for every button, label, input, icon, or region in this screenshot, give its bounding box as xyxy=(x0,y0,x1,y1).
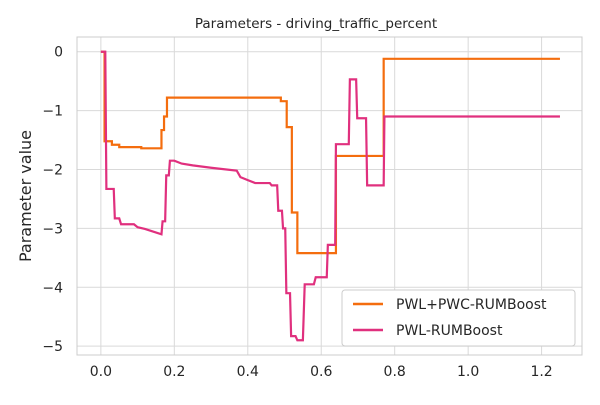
series-layer xyxy=(100,50,560,342)
series-line-pwl-rumboost xyxy=(100,50,560,342)
series-line-pwl-pwc-rumboost xyxy=(100,50,560,255)
legend-box xyxy=(341,289,576,347)
plot-area-frame xyxy=(76,36,583,356)
y-tick-label: 0 xyxy=(54,45,63,61)
x-tick-label: 0.0 xyxy=(90,364,112,380)
x-tick-label: 1.0 xyxy=(457,364,479,380)
x-tick-label: 1.2 xyxy=(530,364,552,380)
chart-title: Parameters - driving_traffic_percent xyxy=(195,16,437,32)
x-tick-label: 0.4 xyxy=(237,364,259,380)
y-tick-label: −4 xyxy=(42,280,63,296)
y-tick-label: −3 xyxy=(42,221,63,237)
legend: PWL+PWC-RUMBoost PWL-RUMBoost xyxy=(341,289,576,347)
x-tick-label: 0.2 xyxy=(163,364,185,380)
x-tick-label: 0.6 xyxy=(310,364,332,380)
legend-label-pwl-rumboost: PWL-RUMBoost xyxy=(396,323,503,339)
x-tick-label: 0.8 xyxy=(384,364,406,380)
y-tick-label: −2 xyxy=(42,163,63,179)
legend-label-pwl-pwc-rumboost: PWL+PWC-RUMBoost xyxy=(396,297,547,313)
y-axis-title: Parameter value xyxy=(16,130,35,262)
tick-labels: 0.0 0.2 0.4 0.6 0.8 1.0 1.2 0 −1 −2 −3 −4 −5 xyxy=(42,45,552,380)
y-tick-label: −1 xyxy=(42,104,63,120)
y-tick-label: −5 xyxy=(42,339,63,355)
